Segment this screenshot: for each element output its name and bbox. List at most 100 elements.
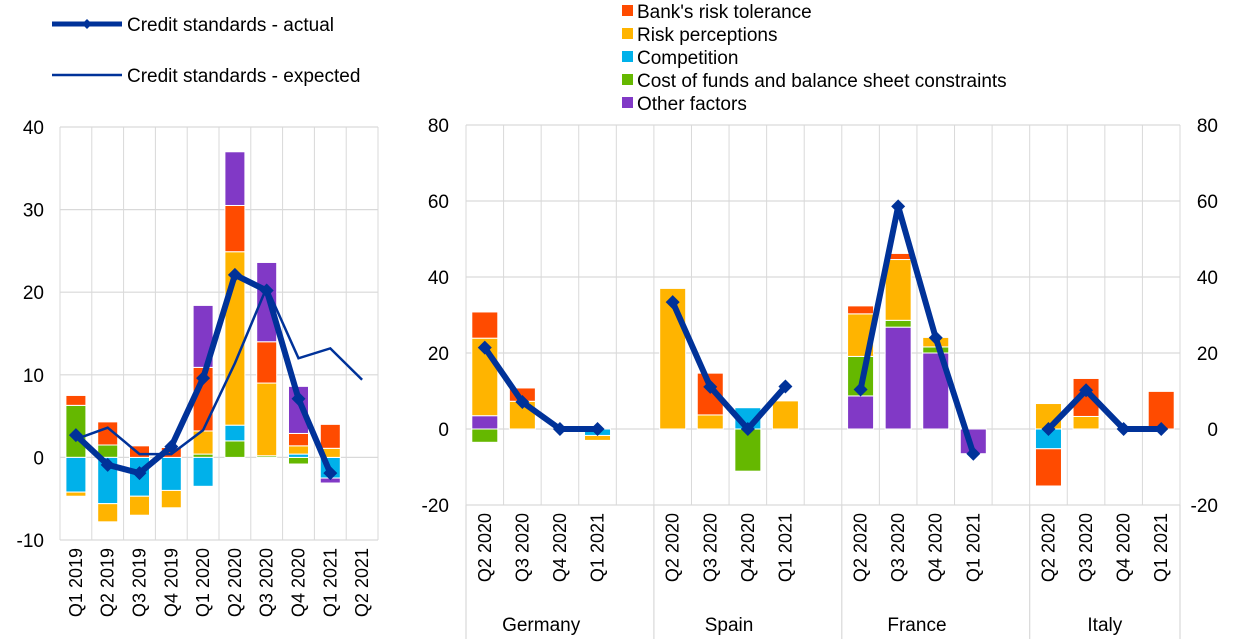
bar-segment-competition [192, 456, 214, 487]
bar-segment-other_factors [224, 151, 246, 206]
left-chart-aggregate: -10 0 10 20 30 40 Q1 2019 Q2 2019 Q3 2019 Q4 2019… [17, 118, 379, 617]
bar-segment-competition [160, 456, 182, 491]
bar-segment-risk_perceptions [771, 400, 799, 430]
bar-segment-cost_of_funds [734, 428, 762, 472]
bar-segment-banks_risk_tolerance [847, 305, 875, 315]
x-tick-label: Q1 2021 [963, 513, 983, 582]
y-tick-label-left: -20 [422, 496, 449, 517]
bar-segment-other_factors [471, 415, 499, 430]
bar-segment-cost_of_funds [224, 440, 246, 458]
bar-segment-other_factors [847, 395, 875, 430]
actual-point-marker [1116, 422, 1131, 436]
actual-point-marker [552, 422, 567, 436]
y-tick-label: 0 [33, 448, 44, 469]
actual-point-marker [966, 446, 981, 461]
x-tick-label: Q2 2020 [851, 513, 871, 582]
bar-segment-risk_perceptions [696, 414, 724, 430]
actual-point-marker [778, 379, 793, 394]
actual-point-marker [132, 466, 147, 481]
x-tick-label: Q4 2020 [289, 548, 309, 617]
bar-segment-banks_risk_tolerance [97, 421, 119, 446]
actual-point-marker [1079, 383, 1094, 398]
line-credit-standards-actual-germany [482, 345, 598, 432]
bar-segment-other_factors [256, 261, 278, 343]
x-tick-label: Q2 2020 [1038, 513, 1058, 582]
x-tick-label: Q3 2020 [700, 513, 720, 582]
bar-segment-cost_of_funds [884, 319, 912, 328]
actual-point-marker [740, 422, 755, 436]
bar-segment-banks_risk_tolerance [471, 311, 499, 339]
bar-segment-cost_of_funds [471, 428, 499, 443]
actual-point-marker [1041, 422, 1056, 436]
x-tick-label: Q3 2020 [257, 548, 277, 617]
group-label-italy: Italy [1087, 615, 1122, 636]
legend-label-competition: Competition [637, 48, 738, 69]
bar-segment-risk_perceptions [65, 491, 87, 497]
bar-segment-banks_risk_tolerance [65, 394, 87, 406]
legend-actual-label: Credit standards - actual [127, 15, 334, 36]
x-tick-label: Q2 2021 [352, 548, 372, 617]
y-tick-label-right: 80 [1197, 116, 1218, 137]
actual-point-marker [703, 379, 718, 394]
legend-label-other_factors: Other factors [637, 94, 747, 115]
group-label-spain: Spain [705, 615, 754, 636]
actual-point-marker [928, 330, 943, 345]
x-tick-label: Q2 2020 [225, 548, 245, 617]
bar-segment-banks_risk_tolerance [1034, 448, 1062, 487]
actual-point-marker [1154, 422, 1169, 436]
actual-point-marker [227, 267, 242, 282]
x-tick-label: Q1 2021 [775, 513, 795, 582]
actual-point-marker [665, 295, 680, 310]
actual-point-marker [259, 283, 274, 298]
actual-point-marker [100, 457, 115, 472]
y-tick-label: -10 [17, 531, 44, 552]
y-tick-label: 20 [23, 283, 44, 304]
bar-segment-risk_perceptions [160, 489, 182, 509]
legend-label-cost_of_funds: Cost of funds and balance sheet constrai… [637, 71, 1007, 92]
actual-point-marker [477, 340, 492, 355]
bar-segment-risk_perceptions [129, 495, 150, 516]
actual-point-marker [590, 422, 605, 436]
x-tick-label: Q1 2019 [66, 548, 86, 617]
bar-segment-risk_perceptions [288, 445, 309, 455]
legend-expected-label: Credit standards - expected [127, 66, 360, 87]
x-tick-label: Q4 2019 [161, 548, 181, 617]
bar-segment-competition [65, 456, 87, 493]
x-tick-label: Q4 2020 [926, 513, 946, 582]
x-tick-label: Q4 2020 [738, 513, 758, 582]
x-tick-label: Q3 2020 [1076, 513, 1096, 582]
actual-point-marker [853, 382, 868, 397]
line-credit-standards-expected [75, 284, 363, 456]
x-tick-label: Q3 2020 [512, 513, 532, 582]
x-tick-label: Q3 2020 [888, 513, 908, 582]
y-tick-label-right: -20 [1191, 496, 1218, 517]
left-legend: Credit standards - actual Credit standar… [52, 15, 360, 87]
y-tick-label-left: 40 [428, 268, 449, 289]
y-tick-label-right: 40 [1197, 268, 1218, 289]
bar-segment-risk_perceptions [256, 382, 278, 457]
actual-point-marker [196, 371, 211, 386]
x-tick-label: Q3 2019 [130, 548, 150, 617]
actual-point-marker [291, 391, 306, 406]
bar-segment-cost_of_funds [922, 346, 950, 354]
legend-swatch-banks_risk_tolerance [622, 5, 633, 16]
y-tick-label-left: 20 [428, 344, 449, 365]
bar-segment-risk_perceptions [584, 434, 612, 441]
actual-point-marker [515, 395, 530, 410]
actual-point-marker [68, 428, 83, 443]
x-tick-label: Q4 2020 [1114, 513, 1134, 582]
x-tick-label: Q2 2019 [98, 548, 118, 617]
bar-segment-competition [224, 424, 246, 442]
y-tick-label-right: 0 [1207, 420, 1218, 441]
legend-label-risk_perceptions: Risk perceptions [637, 25, 777, 46]
x-tick-label: Q1 2021 [320, 548, 340, 617]
y-tick-label: 30 [23, 201, 44, 222]
y-tick-label-left: 0 [438, 420, 449, 441]
bar-segment-banks_risk_tolerance [129, 445, 150, 458]
bar-segment-banks_risk_tolerance [256, 341, 278, 384]
bar-segment-banks_risk_tolerance [319, 423, 341, 449]
y-tick-label: 10 [23, 366, 44, 387]
actual-point-marker [323, 466, 338, 481]
